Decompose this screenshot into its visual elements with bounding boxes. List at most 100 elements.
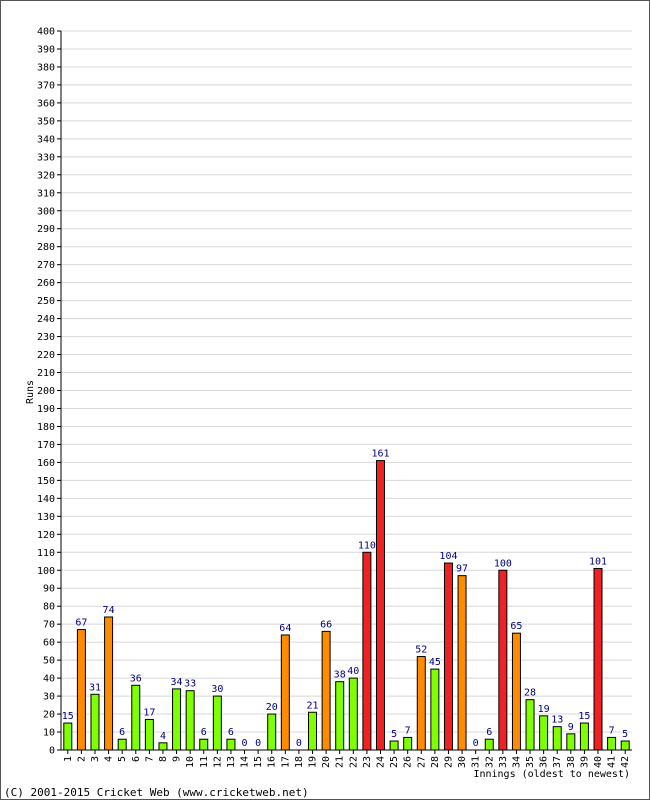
bar <box>185 690 195 751</box>
bar <box>212 695 222 751</box>
y-tick-label: 130 <box>37 512 55 523</box>
bar <box>335 681 345 751</box>
bar <box>63 722 73 751</box>
x-tick-label: 1 <box>63 756 74 762</box>
x-tick-label: 8 <box>158 756 169 762</box>
y-tick-label: 150 <box>37 476 55 487</box>
data-label: 6 <box>201 727 207 738</box>
x-tick-label: 23 <box>362 756 373 768</box>
x-tick-label: 41 <box>607 756 618 768</box>
y-tick-label: 180 <box>37 422 55 433</box>
bar <box>511 632 521 751</box>
y-tick-label: 10 <box>43 728 55 739</box>
x-tick-label: 27 <box>416 756 427 768</box>
data-label: 100 <box>494 558 512 569</box>
y-tick-label: 260 <box>37 278 55 289</box>
data-label: 15 <box>62 711 74 722</box>
data-label: 45 <box>429 657 441 668</box>
y-tick-label: 0 <box>49 746 55 757</box>
y-axis-ticks: 0 10 20 30 40 50 60 70 80 90 100 110 120 130 140 150 160… <box>37 27 61 757</box>
y-tick-label: 70 <box>43 620 55 631</box>
x-tick-label: 15 <box>253 756 264 768</box>
x-tick-label: 21 <box>335 756 346 768</box>
data-label: 67 <box>75 618 87 629</box>
y-tick-label: 80 <box>43 602 55 613</box>
y-tick-label: 290 <box>37 224 55 235</box>
x-tick-label: 18 <box>294 756 305 768</box>
data-label: 5 <box>622 729 628 740</box>
x-tick-label: 33 <box>498 756 509 768</box>
x-tick-label: 32 <box>484 756 495 768</box>
bar <box>498 569 508 751</box>
bar <box>389 740 399 751</box>
y-tick-label: 100 <box>37 566 55 577</box>
data-label: 110 <box>358 540 376 551</box>
y-tick-label: 220 <box>37 350 55 361</box>
bar <box>539 715 549 751</box>
bar <box>117 738 127 751</box>
y-tick-label: 210 <box>37 368 55 379</box>
x-tick-label: 25 <box>389 756 400 768</box>
x-tick-label: 16 <box>267 756 278 768</box>
x-tick-label: 36 <box>539 756 550 768</box>
y-tick-label: 300 <box>37 206 55 217</box>
x-tick-label: 12 <box>212 756 223 768</box>
data-label: 38 <box>334 670 346 681</box>
data-label: 20 <box>266 702 278 713</box>
y-tick-label: 50 <box>43 656 55 667</box>
data-label: 9 <box>568 722 574 733</box>
x-tick-label: 31 <box>471 756 482 768</box>
data-label: 104 <box>439 551 457 562</box>
data-label: 97 <box>456 564 468 575</box>
bar <box>226 738 236 751</box>
bar <box>457 575 467 751</box>
data-label: 30 <box>211 684 223 695</box>
x-tick-label: 5 <box>117 756 128 762</box>
x-tick-label: 7 <box>144 756 155 762</box>
y-tick-label: 280 <box>37 242 55 253</box>
y-tick-label: 240 <box>37 314 55 325</box>
data-label: 0 <box>296 738 302 749</box>
bar <box>144 718 154 751</box>
x-tick-label: 42 <box>620 756 631 768</box>
x-tick-label: 3 <box>90 756 101 762</box>
bars <box>63 460 630 751</box>
data-label: 0 <box>242 738 248 749</box>
x-tick-label: 10 <box>185 756 196 768</box>
x-tick-label: 38 <box>566 756 577 768</box>
y-tick-label: 60 <box>43 638 55 649</box>
y-tick-label: 370 <box>37 80 55 91</box>
bar <box>620 740 630 751</box>
bar <box>158 742 168 751</box>
data-label: 7 <box>609 725 615 736</box>
bar <box>593 567 603 751</box>
y-tick-label: 200 <box>37 386 55 397</box>
y-tick-label: 360 <box>37 98 55 109</box>
x-tick-label: 35 <box>525 756 536 768</box>
data-label: 36 <box>130 673 142 684</box>
data-label: 34 <box>171 677 183 688</box>
bar <box>375 460 385 751</box>
x-tick-label: 6 <box>131 756 142 762</box>
data-label: 64 <box>279 623 291 634</box>
bar <box>566 733 576 751</box>
copyright-footer: (C) 2001-2015 Cricket Web (www.cricketwe… <box>4 786 309 799</box>
x-tick-label: 30 <box>457 756 468 768</box>
bar <box>308 711 318 751</box>
y-tick-label: 320 <box>37 170 55 181</box>
bar <box>199 738 209 751</box>
x-tick-label: 14 <box>240 756 251 768</box>
bar <box>267 713 277 751</box>
data-label: 5 <box>391 729 397 740</box>
bar <box>362 551 372 751</box>
y-tick-label: 390 <box>37 44 55 55</box>
bar <box>579 722 589 751</box>
y-tick-label: 140 <box>37 494 55 505</box>
data-label: 7 <box>405 725 411 736</box>
x-tick-label: 2 <box>76 756 87 762</box>
x-tick-label: 9 <box>172 756 183 762</box>
data-label: 101 <box>589 556 607 567</box>
data-label: 66 <box>320 619 332 630</box>
